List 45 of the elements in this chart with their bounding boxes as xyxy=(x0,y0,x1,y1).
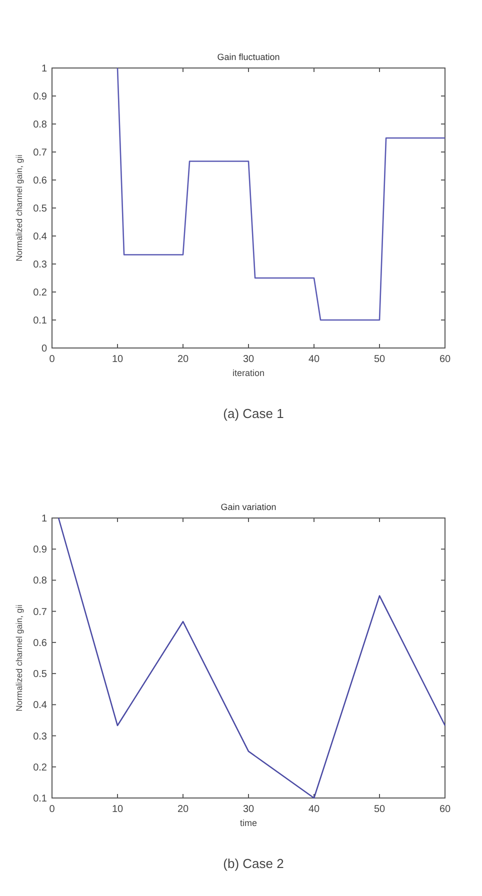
text: (b) Case 2 xyxy=(223,856,284,871)
y-tick-label: 0.5 xyxy=(33,669,48,680)
y-tick-label: 0.2 xyxy=(33,288,48,298)
x-axis-title: time xyxy=(240,818,258,828)
line-series xyxy=(116,67,446,321)
chart-title: Gain fluctuation xyxy=(217,52,280,62)
y-tick-label: 1 xyxy=(41,514,48,524)
x-tick-label: 50 xyxy=(374,804,386,815)
x-tick-label: 40 xyxy=(308,804,320,815)
y-tick-label: 0.4 xyxy=(33,700,48,712)
y-tick-label: 0.8 xyxy=(33,576,48,587)
y-axis-title: Normalized channel gain, gii xyxy=(14,154,24,262)
x-tick-label: 50 xyxy=(374,354,386,365)
y-axis-title: Normalized channel gain, gii xyxy=(14,604,24,712)
y-tick-label: 1 xyxy=(41,64,48,74)
x-tick-label: 60 xyxy=(439,804,451,815)
y-tick-label: 0.7 xyxy=(33,606,48,618)
y-tick-label: 0.9 xyxy=(33,544,48,556)
y-tick-label: 0.6 xyxy=(33,176,48,186)
y-tick-label: 0 xyxy=(41,344,48,354)
x-tick-label: 10 xyxy=(112,804,124,815)
y-tick-label: 0.6 xyxy=(33,638,48,649)
y-tick-label: 0.5 xyxy=(33,204,48,214)
x-tick-label: 10 xyxy=(112,354,124,365)
line-series xyxy=(58,517,446,799)
y-tick-label: 0.9 xyxy=(33,92,48,102)
x-tick-label: 0 xyxy=(49,804,56,815)
y-tick-label: 0.2 xyxy=(33,762,48,774)
x-tick-label: 20 xyxy=(177,354,189,365)
y-tick-label: 0.1 xyxy=(33,794,48,804)
x-tick-label: 30 xyxy=(242,804,254,815)
y-tick-label: 0.8 xyxy=(33,120,48,130)
y-tick-label: 0.1 xyxy=(33,316,48,326)
chart-title: Gain variation xyxy=(220,502,276,512)
x-tick-label: 0 xyxy=(49,354,56,365)
x-axis-title: iteration xyxy=(232,368,265,378)
y-tick-label: 0.3 xyxy=(33,731,48,742)
text: (a) Case 1 xyxy=(223,406,284,421)
y-tick-label: 0.4 xyxy=(33,232,48,242)
y-tick-label: 0.3 xyxy=(33,260,48,270)
x-tick-label: 20 xyxy=(177,804,189,815)
x-tick-label: 30 xyxy=(242,354,254,365)
y-tick-label: 0.7 xyxy=(33,148,48,158)
x-tick-label: 60 xyxy=(439,354,451,365)
x-tick-label: 40 xyxy=(308,354,320,365)
